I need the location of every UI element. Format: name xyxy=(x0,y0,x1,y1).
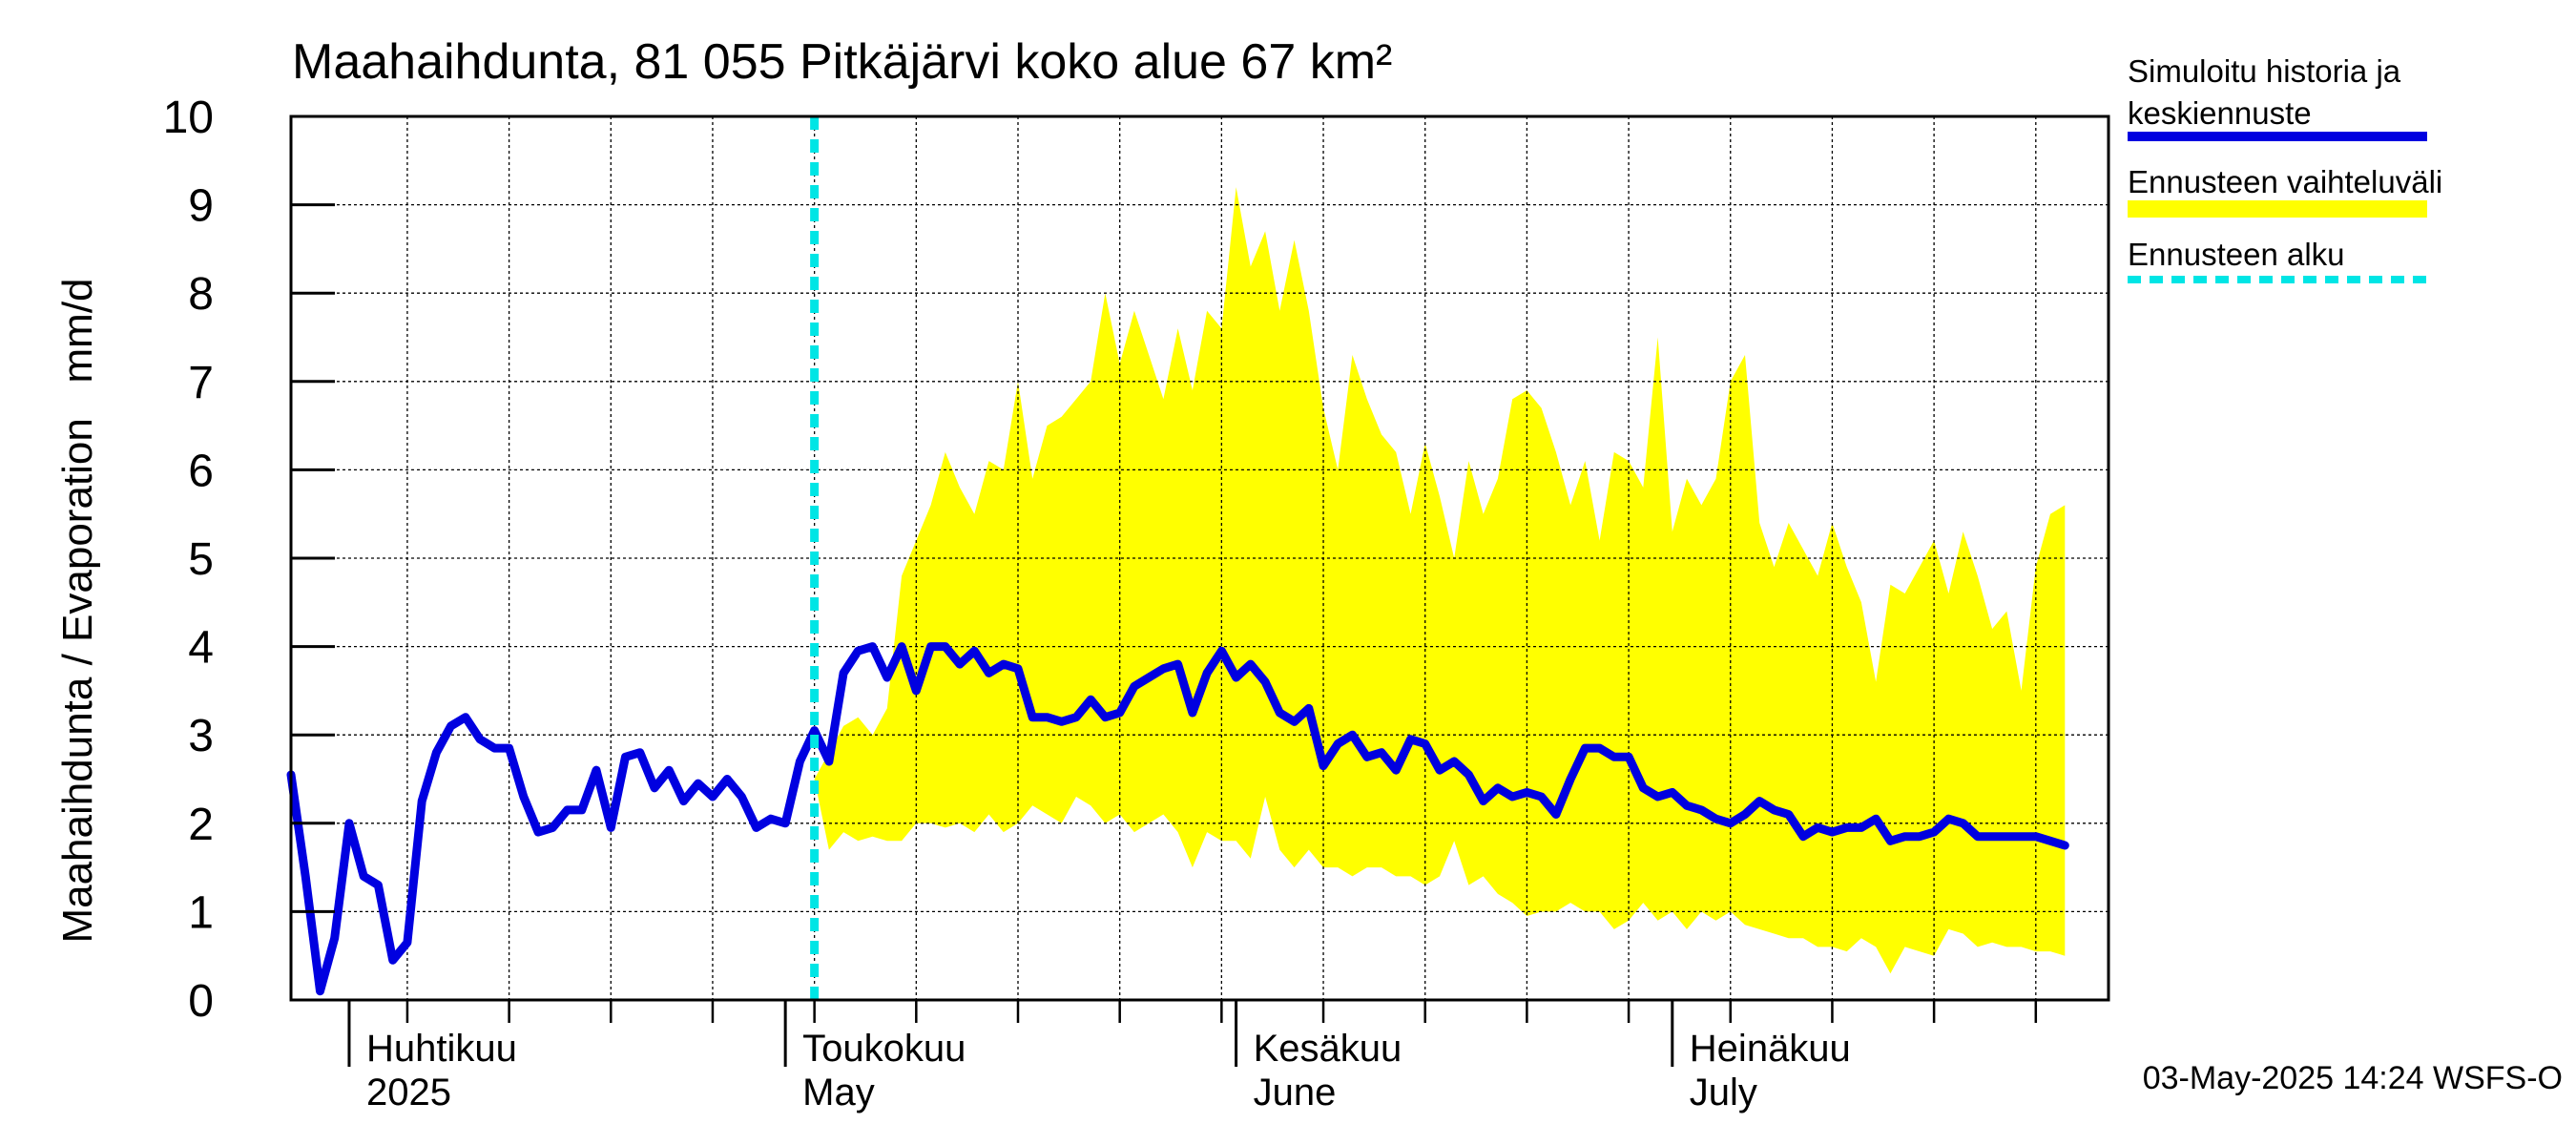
month-label: Toukokuu xyxy=(802,1028,966,1070)
month-label-secondary: July xyxy=(1690,1072,1757,1114)
month-label-secondary: June xyxy=(1254,1072,1337,1114)
forecast-range-band xyxy=(814,187,2066,974)
legend-label: Ennusteen vaihteluväli xyxy=(2128,164,2442,199)
legend: Simuloitu historia ja keskiennuste Ennuste… xyxy=(2128,53,2442,283)
median-series xyxy=(286,116,2069,1000)
y-tick-label: 7 xyxy=(188,358,214,408)
legend-label: keskiennuste xyxy=(2128,95,2312,131)
y-tick-label: 8 xyxy=(188,269,214,320)
legend-label: Ennusteen alku xyxy=(2128,237,2345,272)
legend-label: Simuloitu historia ja xyxy=(2128,53,2401,89)
median-line xyxy=(286,642,2069,996)
y-axis-label: Maahaihdunta / Evaporation mm/d xyxy=(54,278,101,943)
month-label-secondary: 2025 xyxy=(366,1072,451,1114)
month-label: Huhtikuu xyxy=(366,1028,517,1070)
y-tick-label: 6 xyxy=(188,446,214,496)
y-axis-ticks: 0 1 2 3 4 5 6 7 8 9 10 xyxy=(163,93,335,1027)
footer-timestamp: 03-May-2025 14:24 WSFS-O xyxy=(2143,1060,2563,1096)
month-label: Heinäkuu xyxy=(1690,1028,1851,1070)
y-tick-label: 9 xyxy=(188,181,214,232)
y-tick-label: 0 xyxy=(188,976,214,1027)
y-tick-label: 2 xyxy=(188,800,214,850)
month-label-secondary: May xyxy=(802,1072,875,1114)
chart-title: Maahaihdunta, 81 055 Pitkäjärvi koko alu… xyxy=(292,34,1392,90)
month-label: Kesäkuu xyxy=(1254,1028,1402,1070)
y-tick-label: 4 xyxy=(188,623,214,674)
grid xyxy=(291,116,2109,1000)
forecast-range-area xyxy=(814,187,2066,974)
y-tick-label: 3 xyxy=(188,711,214,761)
y-tick-label: 1 xyxy=(188,887,214,938)
y-tick-label: 5 xyxy=(188,534,214,585)
y-tick-label: 10 xyxy=(163,93,214,143)
